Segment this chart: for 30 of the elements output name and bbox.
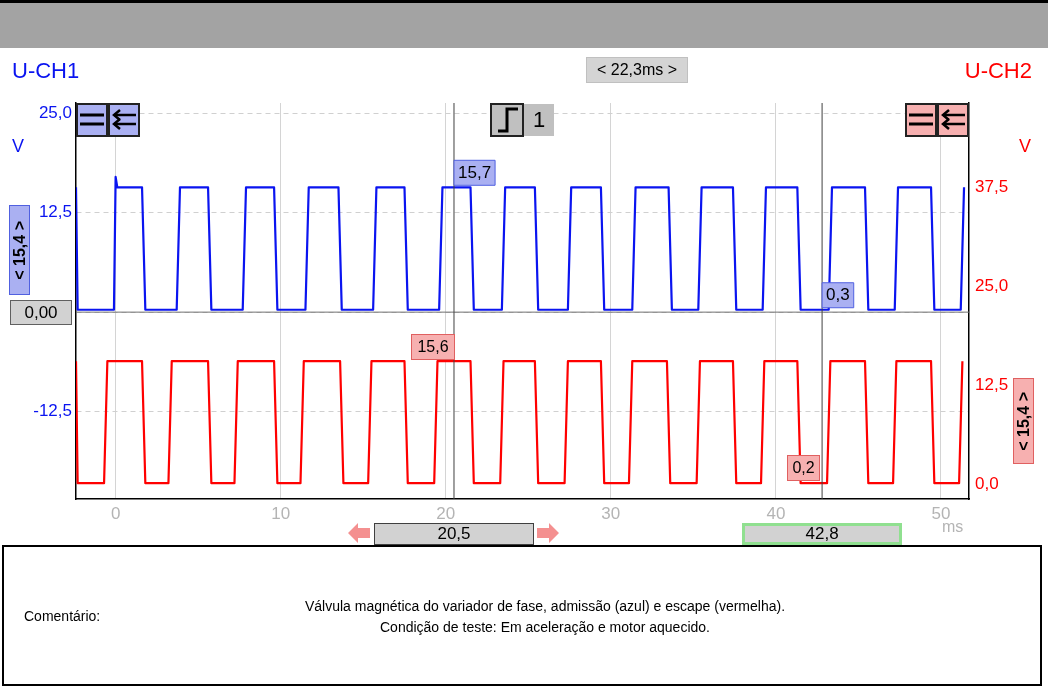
y-tick-label: -12,5 — [33, 401, 72, 421]
y-tick-label: 25,0 — [38, 103, 72, 123]
text: < 15,4 > — [10, 220, 29, 280]
x-tick-label: 30 — [601, 503, 621, 523]
text: U-CH1 — [12, 58, 80, 84]
ref-line-label: 0,00 — [10, 300, 72, 326]
annotation: 15,7 — [458, 162, 492, 182]
text: Comentário: — [24, 608, 101, 624]
text: Válvula magnética do variador de fase, admissão (azul) e escape (vermelha). — [304, 598, 786, 614]
y2-tick-label: 0,0 — [975, 474, 999, 494]
text: < 15,4 > — [1014, 391, 1033, 451]
y2-axis-title: V — [1019, 136, 1032, 157]
annotation: 15,6 — [417, 338, 449, 356]
text: U-CH2 — [964, 58, 1032, 84]
ref-line-label: 20,5 — [373, 523, 534, 545]
y2-tick-label: 25,0 — [975, 276, 1009, 296]
annotation: 1 — [532, 107, 546, 133]
x-tick-label: 20 — [436, 503, 456, 523]
text: < 22,3ms > — [596, 61, 678, 79]
annotation: 0,2 — [792, 459, 815, 477]
x-tick-label: 10 — [271, 503, 291, 523]
x-tick-label: 0 — [110, 503, 121, 523]
x-tick-label: 40 — [766, 503, 786, 523]
ref-line-label: 42,8 — [742, 523, 903, 545]
y2-tick-label: 37,5 — [975, 177, 1009, 197]
annotation: 0,3 — [826, 285, 850, 305]
y-tick-label: 12,5 — [38, 202, 72, 222]
y-axis-title: V — [12, 136, 25, 157]
text: Condição de teste: Em aceleração e motor aquecido. — [380, 619, 710, 635]
y2-tick-label: 12,5 — [975, 375, 1009, 395]
